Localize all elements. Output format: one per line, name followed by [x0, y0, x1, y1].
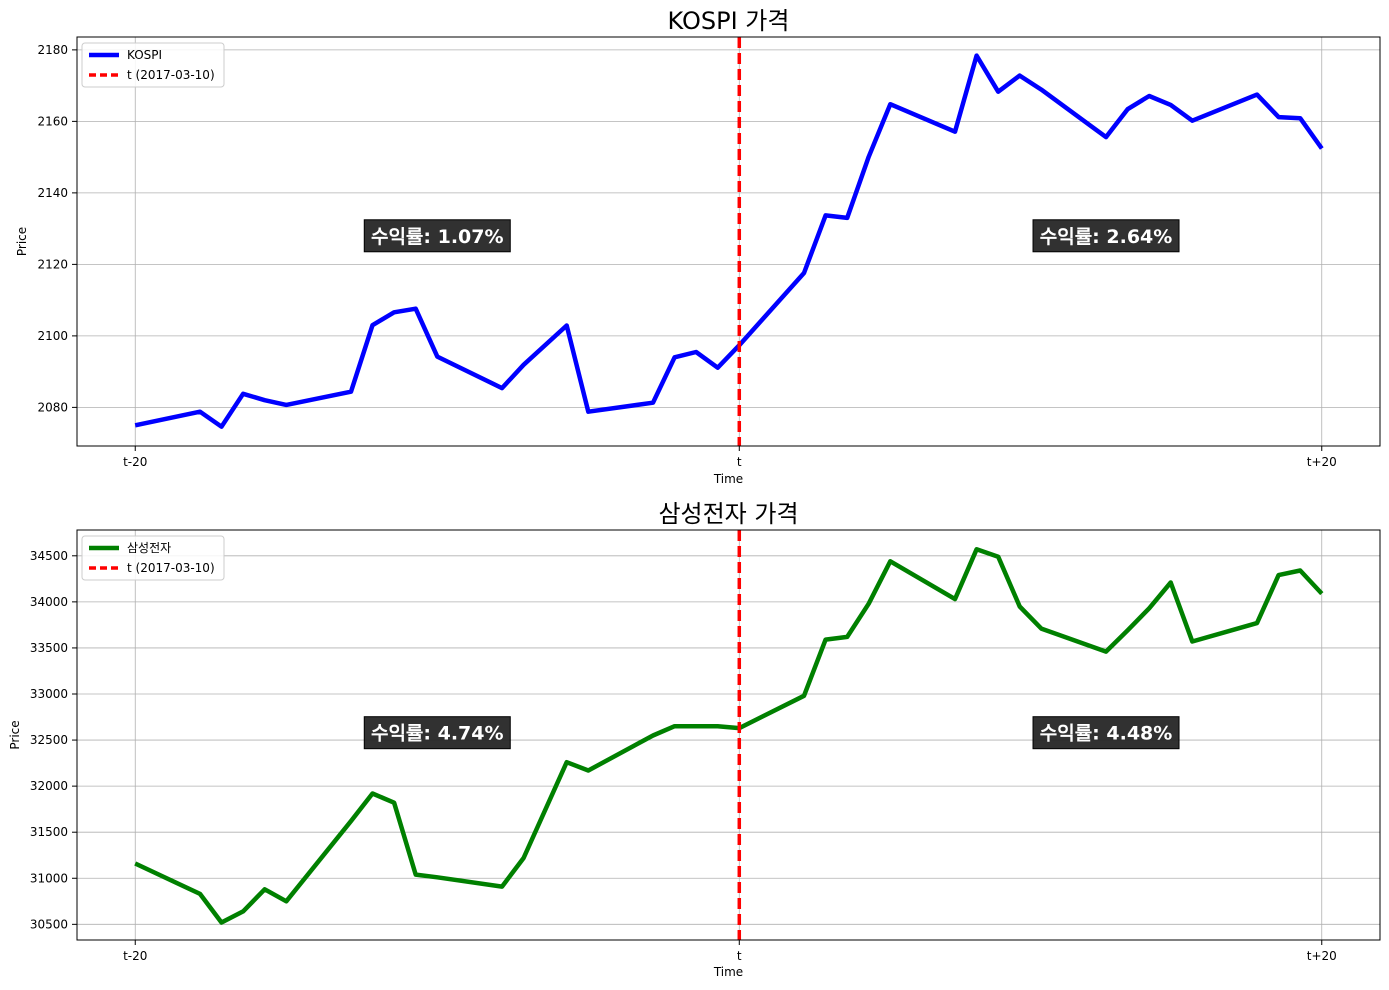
- chart-title: KOSPI 가격: [668, 7, 790, 35]
- x-axis-label: Time: [713, 965, 743, 979]
- return-annotation: 수익률: 4.74%: [363, 716, 511, 750]
- x-tick-label: t+20: [1307, 949, 1337, 963]
- y-tick-label: 32000: [30, 779, 68, 793]
- x-tick-label: t: [737, 455, 742, 469]
- y-tick-label: 2100: [37, 329, 68, 343]
- y-tick-label: 34000: [30, 595, 68, 609]
- y-tick-label: 31000: [30, 871, 68, 885]
- chart-panel-2: t-20 t t+20 30500 31000 31500 32000 32500 33000 3…: [8, 500, 1381, 979]
- legend-label: KOSPI: [127, 48, 162, 62]
- return-annotation: 수익률: 1.07%: [363, 219, 511, 253]
- annotation-box: [1032, 219, 1180, 253]
- y-tick-label: 33500: [30, 641, 68, 655]
- annotation-text: 수익률: 4.74%: [371, 723, 504, 745]
- y-tick-label: 31500: [30, 825, 68, 839]
- y-tick-label: 2140: [37, 186, 68, 200]
- y-tick-label: 30500: [30, 917, 68, 931]
- chart-panel-1: t-20 t t+20 2080 2100 2120 2140 2160 2180 KOSPI 가…: [15, 7, 1381, 486]
- legend-label: 삼성전자: [127, 541, 171, 555]
- return-annotation: 수익률: 4.48%: [1032, 716, 1180, 750]
- x-axis-label: Time: [713, 472, 743, 486]
- annotation-box: [363, 716, 511, 750]
- x-tick-label: t-20: [123, 455, 147, 469]
- y-tick-label: 2180: [37, 43, 68, 57]
- annotation-text: 수익률: 4.48%: [1040, 723, 1173, 745]
- x-tick-label: t-20: [123, 949, 147, 963]
- x-tick-label: t+20: [1307, 455, 1337, 469]
- annotation-text: 수익률: 2.64%: [1040, 226, 1173, 248]
- annotation-box: [1032, 716, 1180, 750]
- y-tick-label: 32500: [30, 733, 68, 747]
- y-tick-label: 2160: [37, 114, 68, 128]
- y-tick-label: 2080: [37, 400, 68, 414]
- annotation-box: [363, 219, 511, 253]
- x-tick-label: t: [737, 949, 742, 963]
- legend: 삼성전자 t (2017-03-10): [81, 535, 225, 581]
- legend-label: t (2017-03-10): [127, 68, 215, 82]
- axes-frame: [76, 36, 1381, 447]
- y-axis-label: Price: [8, 720, 22, 749]
- y-tick-label: 2120: [37, 257, 68, 271]
- y-tick-label: 33000: [30, 687, 68, 701]
- return-annotation: 수익률: 2.64%: [1032, 219, 1180, 253]
- legend: KOSPI t (2017-03-10): [81, 42, 225, 88]
- chart-title: 삼성전자 가격: [658, 500, 798, 528]
- axes-frame: [76, 529, 1381, 941]
- y-tick-label: 34500: [30, 549, 68, 563]
- y-axis-label: Price: [15, 227, 29, 256]
- legend-label: t (2017-03-10): [127, 561, 215, 575]
- annotation-text: 수익률: 1.07%: [371, 226, 504, 248]
